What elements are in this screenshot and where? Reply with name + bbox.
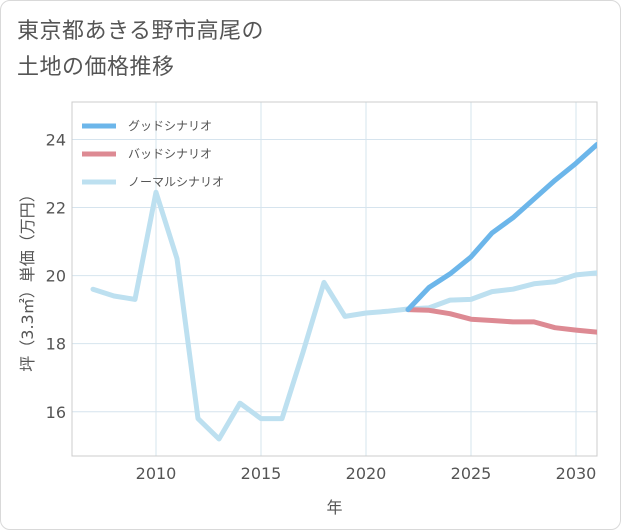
legend-label-bad: バッドシナリオ [128, 147, 212, 161]
y-tick-label-22: 22 [46, 199, 66, 218]
series-line-bad [405, 307, 597, 335]
chart-title: 東京都あきる野市高尾の 土地の価格推移 [17, 14, 417, 86]
y-tick-label-20: 20 [46, 267, 66, 286]
title-line-1: 東京都あきる野市高尾の [17, 19, 265, 44]
x-axis-label: 年 [326, 498, 342, 517]
legend-label-normal: ノーマルシナリオ [128, 175, 224, 189]
series-line-normal [90, 189, 597, 442]
plot-area-border [71, 101, 598, 457]
series-line-good [405, 142, 597, 313]
x-tick-label-2020: 2020 [346, 464, 387, 483]
title-line-2: 土地の価格推移 [17, 55, 175, 80]
x-tick-label-2025: 2025 [451, 464, 492, 483]
y-axis-label: 坪（3.3㎡）単価（万円） [18, 186, 37, 371]
x-tick-labels: 2010 2015 2020 2025 2030 [136, 464, 597, 483]
y-tick-label-16: 16 [46, 403, 66, 422]
x-tick-label-2030: 2030 [556, 464, 597, 483]
y-tick-labels: 16 18 20 22 24 [46, 130, 66, 421]
y-tick-label-24: 24 [46, 130, 66, 149]
legend-label-good: グッドシナリオ [128, 119, 212, 133]
x-tick-label-2015: 2015 [241, 464, 282, 483]
x-tick-label-2010: 2010 [136, 464, 177, 483]
series-layer [90, 142, 597, 442]
grid-lines [72, 102, 597, 456]
y-tick-label-18: 18 [46, 335, 66, 354]
